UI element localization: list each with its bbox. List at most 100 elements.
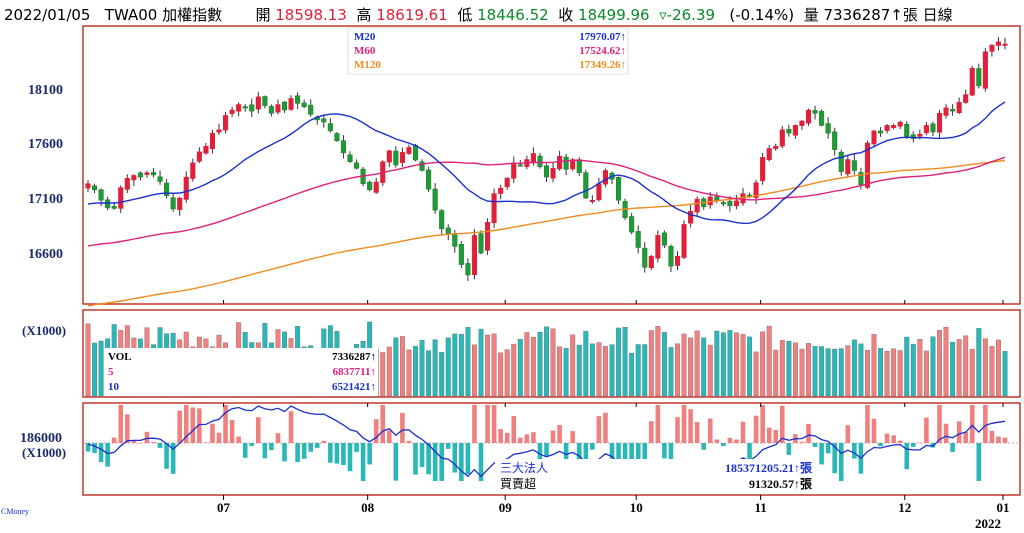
volume-bar — [563, 348, 569, 397]
x-tick-label: 01 — [997, 500, 1010, 515]
net-buy-sell-bar — [557, 424, 562, 443]
vol-ma10-legend-value: 6521421↑ — [332, 381, 376, 393]
volume-bar — [668, 347, 674, 397]
net-buy-sell-bar — [393, 443, 399, 481]
candle-body — [537, 155, 543, 167]
volume-bar — [819, 346, 825, 397]
volume-bar — [720, 332, 726, 397]
net-buy-sell-bar — [452, 443, 458, 473]
net-buy-sell-bar — [753, 415, 759, 443]
inst-legend-value: 185371205.21↑張 — [725, 461, 813, 475]
candle-body — [504, 177, 510, 188]
volume-bar — [937, 330, 942, 397]
candle-body — [635, 231, 641, 248]
volume-bar — [491, 333, 497, 397]
candle-body — [190, 162, 196, 179]
volume-bar — [609, 344, 615, 397]
volume-bar — [511, 344, 517, 397]
net-buy-sell-bar — [269, 443, 274, 451]
x-tick-label: 07 — [217, 500, 231, 515]
candle-body — [589, 199, 595, 202]
candle-body — [367, 181, 373, 190]
open-label: 開 — [255, 6, 271, 24]
ma20-legend-value: 17970.07↑ — [579, 31, 626, 43]
net-buy-sell-bar — [347, 443, 353, 472]
candle-body — [223, 115, 229, 131]
candle-body — [216, 129, 222, 133]
candle-body — [596, 183, 602, 201]
volume-bar — [753, 351, 759, 397]
net-buy-sell-bar — [655, 405, 661, 443]
candle-body — [950, 109, 956, 112]
volume-bar — [570, 334, 576, 397]
net-buy-sell-bar — [511, 415, 517, 443]
x-year-label: 2022 — [975, 516, 1001, 531]
candle-body — [805, 109, 812, 124]
net-buy-sell-bar — [524, 434, 530, 443]
candle-body — [98, 189, 104, 201]
net-buy-sell-bar — [131, 440, 137, 443]
net-buy-sell-bar — [819, 443, 824, 465]
net-buy-sell-bar — [943, 423, 949, 443]
candle-body — [393, 150, 399, 166]
net-buy-sell-bar — [262, 443, 268, 459]
x-tick-label: 09 — [499, 500, 513, 515]
volume-bar — [878, 348, 883, 397]
net-buy-sell-bar — [884, 433, 890, 443]
net-buy-sell-bar — [911, 443, 916, 447]
net-buy-sell-bar — [380, 405, 386, 443]
net-buy-sell-bar — [406, 440, 412, 443]
net-buy-sell-bar — [897, 440, 903, 443]
net-buy-sell-bar — [170, 443, 176, 474]
net-buy-sell-bar — [891, 435, 896, 443]
net-buy-sell-bar — [387, 430, 392, 443]
vol-legend-name: VOL — [108, 351, 132, 363]
net-buy-sell-bar — [151, 442, 156, 443]
volume-bar — [616, 327, 621, 397]
candle-body — [485, 221, 491, 251]
volume-bar — [897, 350, 903, 397]
candle-body — [891, 125, 897, 128]
candle-body — [864, 142, 870, 188]
volume-bar — [701, 337, 707, 397]
volume-bar — [544, 326, 549, 397]
net-buy-sell-bar — [727, 437, 733, 443]
candle-body — [1002, 43, 1008, 46]
net-buy-sell-bar — [603, 412, 608, 443]
net-buy-sell-bar — [203, 442, 209, 443]
net-buy-sell-bar — [210, 423, 215, 443]
volume-bar — [596, 342, 602, 397]
volume-bar — [478, 328, 484, 397]
net-buy-sell-bar — [675, 417, 680, 443]
volume-bar — [734, 332, 739, 397]
candle-body — [655, 235, 661, 259]
net-buy-sell-bar — [360, 443, 366, 481]
ma20-line — [87, 101, 1006, 225]
candle-body — [727, 200, 733, 206]
candle-body — [688, 210, 694, 224]
volume-bar — [904, 336, 910, 397]
net-buy-sell-bar — [845, 425, 851, 443]
candle-body — [478, 233, 484, 254]
volume-bar — [85, 323, 91, 397]
net-buy-sell-bar — [806, 423, 811, 443]
net-buy-sell-bar — [694, 421, 700, 443]
price-legend-box — [347, 27, 629, 75]
volume-bar — [629, 352, 635, 397]
candle-body — [386, 150, 392, 163]
close-value: 18499.96 — [578, 6, 650, 24]
volume-bar — [851, 339, 857, 397]
volume-bar — [865, 350, 870, 397]
net-buy-sell-bar — [98, 443, 104, 463]
net-buy-sell-bar — [485, 405, 490, 443]
net-buy-sell-bar — [773, 429, 779, 443]
volume-bar — [976, 328, 982, 397]
candle-body — [268, 106, 274, 114]
candle-body — [452, 233, 458, 247]
volume-value: 7336287↑張 — [823, 6, 918, 24]
price-y-tick: 17600 — [28, 137, 63, 152]
candle-body — [995, 41, 1001, 46]
candle-body — [838, 151, 844, 172]
net-buy-sell-bar — [321, 440, 327, 443]
